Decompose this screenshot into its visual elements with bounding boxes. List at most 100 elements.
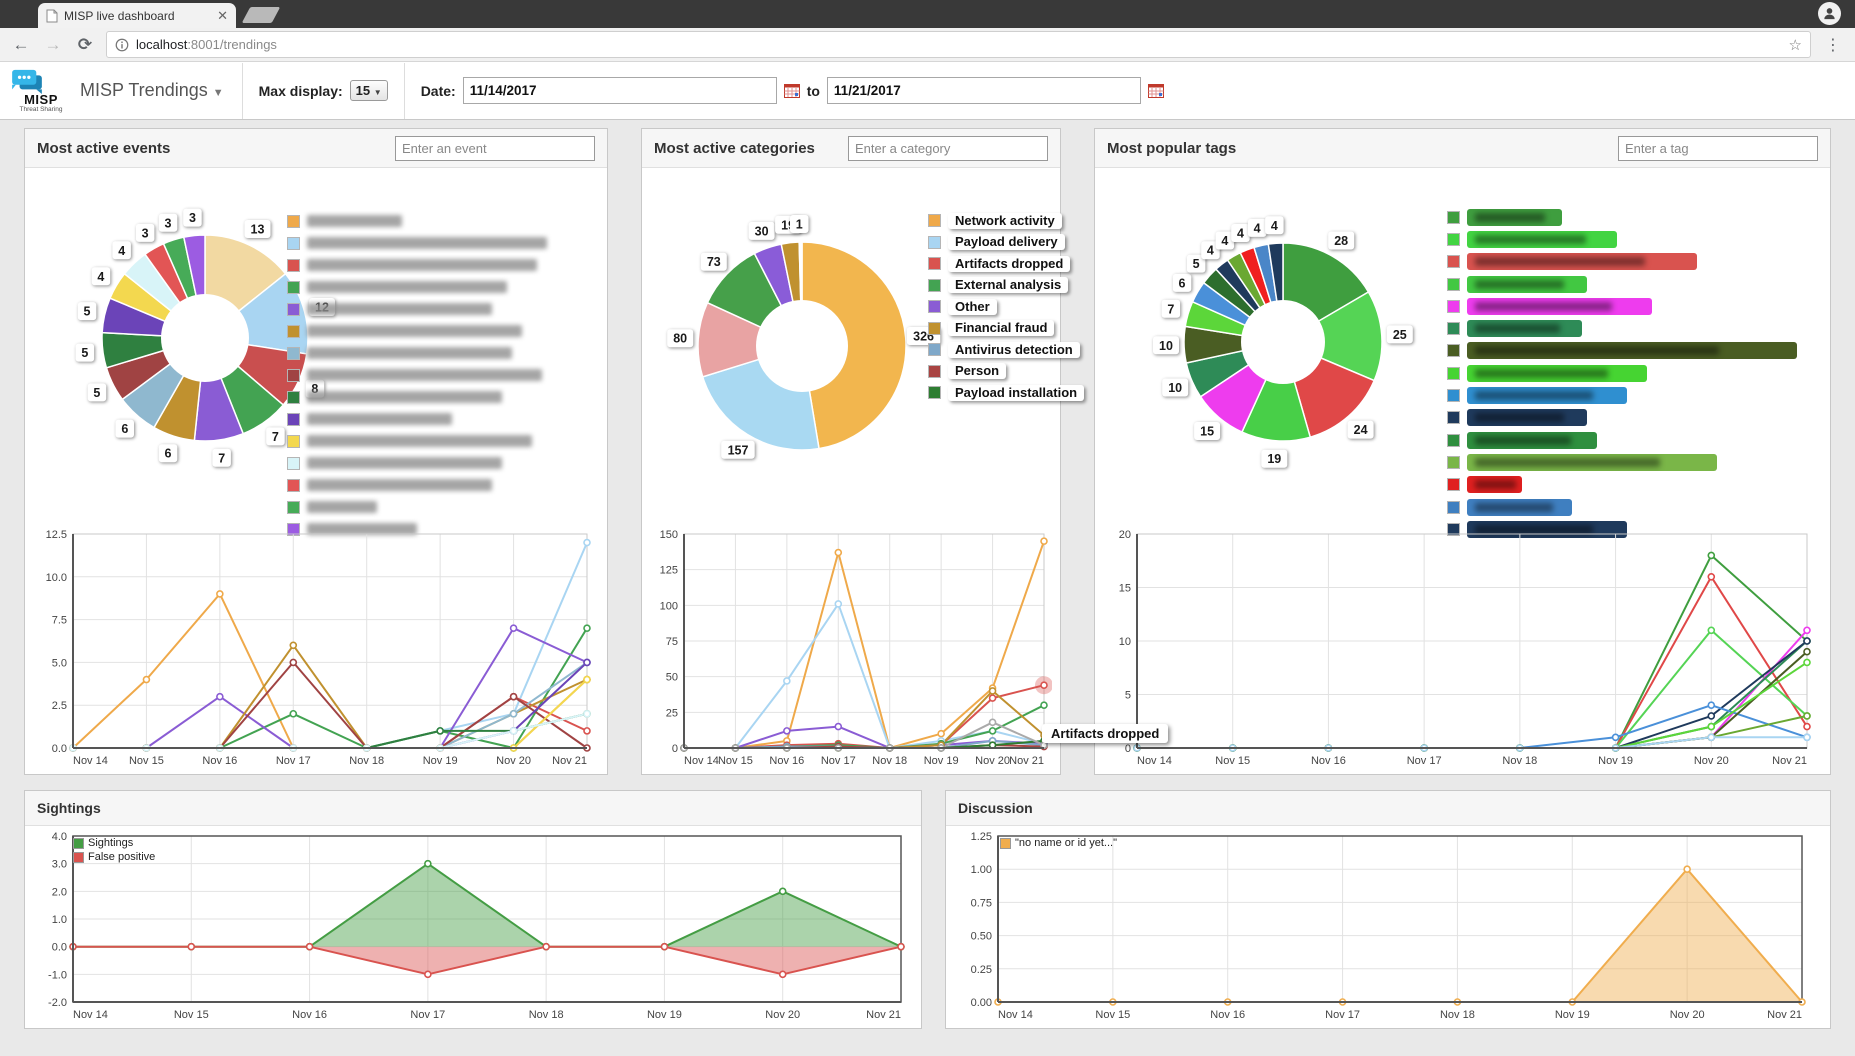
data-point-marker[interactable] <box>509 709 518 718</box>
data-point-marker[interactable] <box>289 709 298 718</box>
data-point-marker[interactable] <box>1683 865 1691 874</box>
data-point-marker[interactable] <box>1707 722 1716 731</box>
data-point-marker[interactable] <box>436 727 444 735</box>
data-point-marker[interactable] <box>583 709 591 718</box>
series-line[interactable] <box>1137 736 1807 749</box>
data-point-marker[interactable] <box>583 727 591 735</box>
new-tab-button[interactable] <box>241 7 281 23</box>
donut-slice[interactable] <box>697 301 805 378</box>
data-point-marker[interactable] <box>1707 733 1716 742</box>
data-point-marker[interactable] <box>509 692 518 701</box>
discussion-area-chart[interactable]: 0.00 0.25 0.50 0.75 1.00 1.25 Nov 14 Nov 15 Nov … <box>954 828 1814 1026</box>
legend-item-event[interactable] <box>287 254 587 276</box>
legend-item-tag[interactable] <box>1447 340 1807 362</box>
data-point-marker[interactable] <box>1040 681 1048 690</box>
data-point-marker[interactable] <box>783 727 791 735</box>
legend-item-tag[interactable] <box>1447 228 1807 250</box>
max-display-select[interactable]: 15 ▼ <box>349 80 388 101</box>
data-point-marker[interactable] <box>937 729 945 738</box>
legend-item-tag[interactable] <box>1447 251 1807 273</box>
date-from-input[interactable] <box>462 77 777 104</box>
data-point-marker[interactable] <box>142 675 151 684</box>
legend-item-tag[interactable] <box>1447 295 1807 317</box>
legend-item-category[interactable]: Payload installation <box>928 382 1085 404</box>
donut-slice[interactable] <box>801 241 907 450</box>
series-line[interactable] <box>1137 650 1808 749</box>
legend-item-category[interactable]: External analysis <box>928 275 1078 297</box>
data-point-marker[interactable] <box>1707 551 1716 560</box>
info-icon[interactable] <box>115 38 129 52</box>
legend-item-event[interactable] <box>287 430 587 452</box>
calendar-icon[interactable] <box>1147 83 1164 98</box>
data-point-marker[interactable] <box>1707 712 1716 720</box>
legend-item-event[interactable] <box>287 298 587 320</box>
series-line[interactable] <box>73 542 588 749</box>
data-point-marker[interactable] <box>778 970 787 979</box>
legend-item-category[interactable]: Financial fraud <box>928 318 1078 340</box>
series-line[interactable] <box>1137 629 1808 749</box>
series-line[interactable] <box>684 540 1045 749</box>
data-point-marker[interactable] <box>988 727 997 735</box>
series-line[interactable] <box>1137 575 1808 749</box>
bookmark-star-icon[interactable]: ☆ <box>1788 36 1802 54</box>
browser-tab[interactable]: MISP live dashboard ✕ <box>38 3 236 28</box>
legend-item-event[interactable] <box>287 364 587 386</box>
data-point-marker[interactable] <box>988 687 997 695</box>
legend-item-event[interactable] <box>287 518 587 540</box>
data-point-marker[interactable] <box>509 727 518 735</box>
data-point-marker[interactable] <box>1803 733 1811 742</box>
legend-item-tag[interactable] <box>1447 384 1807 406</box>
legend-item-event[interactable] <box>287 276 587 298</box>
legend-item-tag[interactable] <box>1447 407 1807 429</box>
events-donut-chart[interactable]: 13128776655544333 <box>25 168 385 520</box>
data-point-marker[interactable] <box>897 942 905 951</box>
data-point-marker[interactable] <box>1040 537 1048 545</box>
data-point-marker[interactable] <box>1803 658 1811 667</box>
legend-item-event[interactable] <box>287 320 587 342</box>
calendar-icon[interactable] <box>783 83 800 98</box>
legend-item-tag[interactable] <box>1447 317 1807 339</box>
events-line-chart[interactable]: 0.0 2.5 5.0 7.5 10.0 12.5 Nov 14 Nov 15 Nov 16 No… <box>35 524 595 772</box>
data-point-marker[interactable] <box>834 722 843 731</box>
data-point-marker[interactable] <box>1803 637 1811 645</box>
data-point-marker[interactable] <box>289 641 298 650</box>
donut-slice[interactable] <box>1240 339 1312 442</box>
data-point-marker[interactable] <box>1803 647 1811 656</box>
sightings-area-chart[interactable]: -2.0 -1.0 0.0 1.0 2.0 3.0 4.0 Nov 14 Nov 15 Nov 1… <box>33 828 913 1026</box>
legend-item-event[interactable] <box>287 342 587 364</box>
data-point-marker[interactable] <box>583 658 591 667</box>
legend-item-tag[interactable] <box>1447 362 1807 384</box>
data-point-marker[interactable] <box>509 624 518 632</box>
categories-line-chart[interactable]: 0 25 50 75 100 125 150 Nov 14 Nov 15 Nov 16 Nov 17… <box>650 524 1052 772</box>
legend-item-event[interactable] <box>287 496 587 518</box>
data-point-marker[interactable] <box>1803 722 1811 731</box>
tab-close-icon[interactable]: ✕ <box>217 8 228 23</box>
category-search-input[interactable] <box>848 135 1048 161</box>
data-point-marker[interactable] <box>1707 626 1716 635</box>
data-point-marker[interactable] <box>305 942 314 951</box>
legend-item-category[interactable]: Other <box>928 296 1078 318</box>
data-point-marker[interactable] <box>778 887 787 896</box>
event-search-input[interactable] <box>395 135 595 161</box>
legend-item-tag[interactable] <box>1447 474 1807 496</box>
legend-item-category[interactable]: Person <box>928 361 1078 383</box>
data-point-marker[interactable] <box>834 548 843 557</box>
legend-item-tag[interactable] <box>1447 273 1807 295</box>
data-point-marker[interactable] <box>660 942 669 951</box>
data-point-marker[interactable] <box>424 970 432 979</box>
data-point-marker[interactable] <box>216 590 224 598</box>
legend-item-category[interactable]: Payload delivery <box>928 232 1078 254</box>
data-point-marker[interactable] <box>1803 712 1811 720</box>
series-line[interactable] <box>73 945 902 976</box>
nav-title-dropdown[interactable]: MISP Trendings ▼ <box>80 80 224 101</box>
series-line[interactable] <box>1137 629 1808 749</box>
data-point-marker[interactable] <box>988 718 997 727</box>
series-line[interactable] <box>1137 704 1808 749</box>
data-point-marker[interactable] <box>1803 626 1811 635</box>
data-point-marker[interactable] <box>1707 572 1716 581</box>
data-point-marker[interactable] <box>583 538 591 547</box>
data-point-marker[interactable] <box>542 942 550 951</box>
legend-item-category[interactable]: Antivirus detection <box>928 339 1080 361</box>
